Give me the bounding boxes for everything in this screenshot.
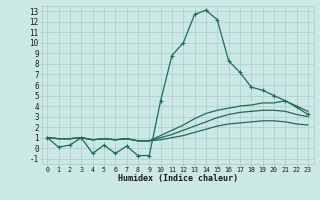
X-axis label: Humidex (Indice chaleur): Humidex (Indice chaleur): [118, 174, 237, 183]
